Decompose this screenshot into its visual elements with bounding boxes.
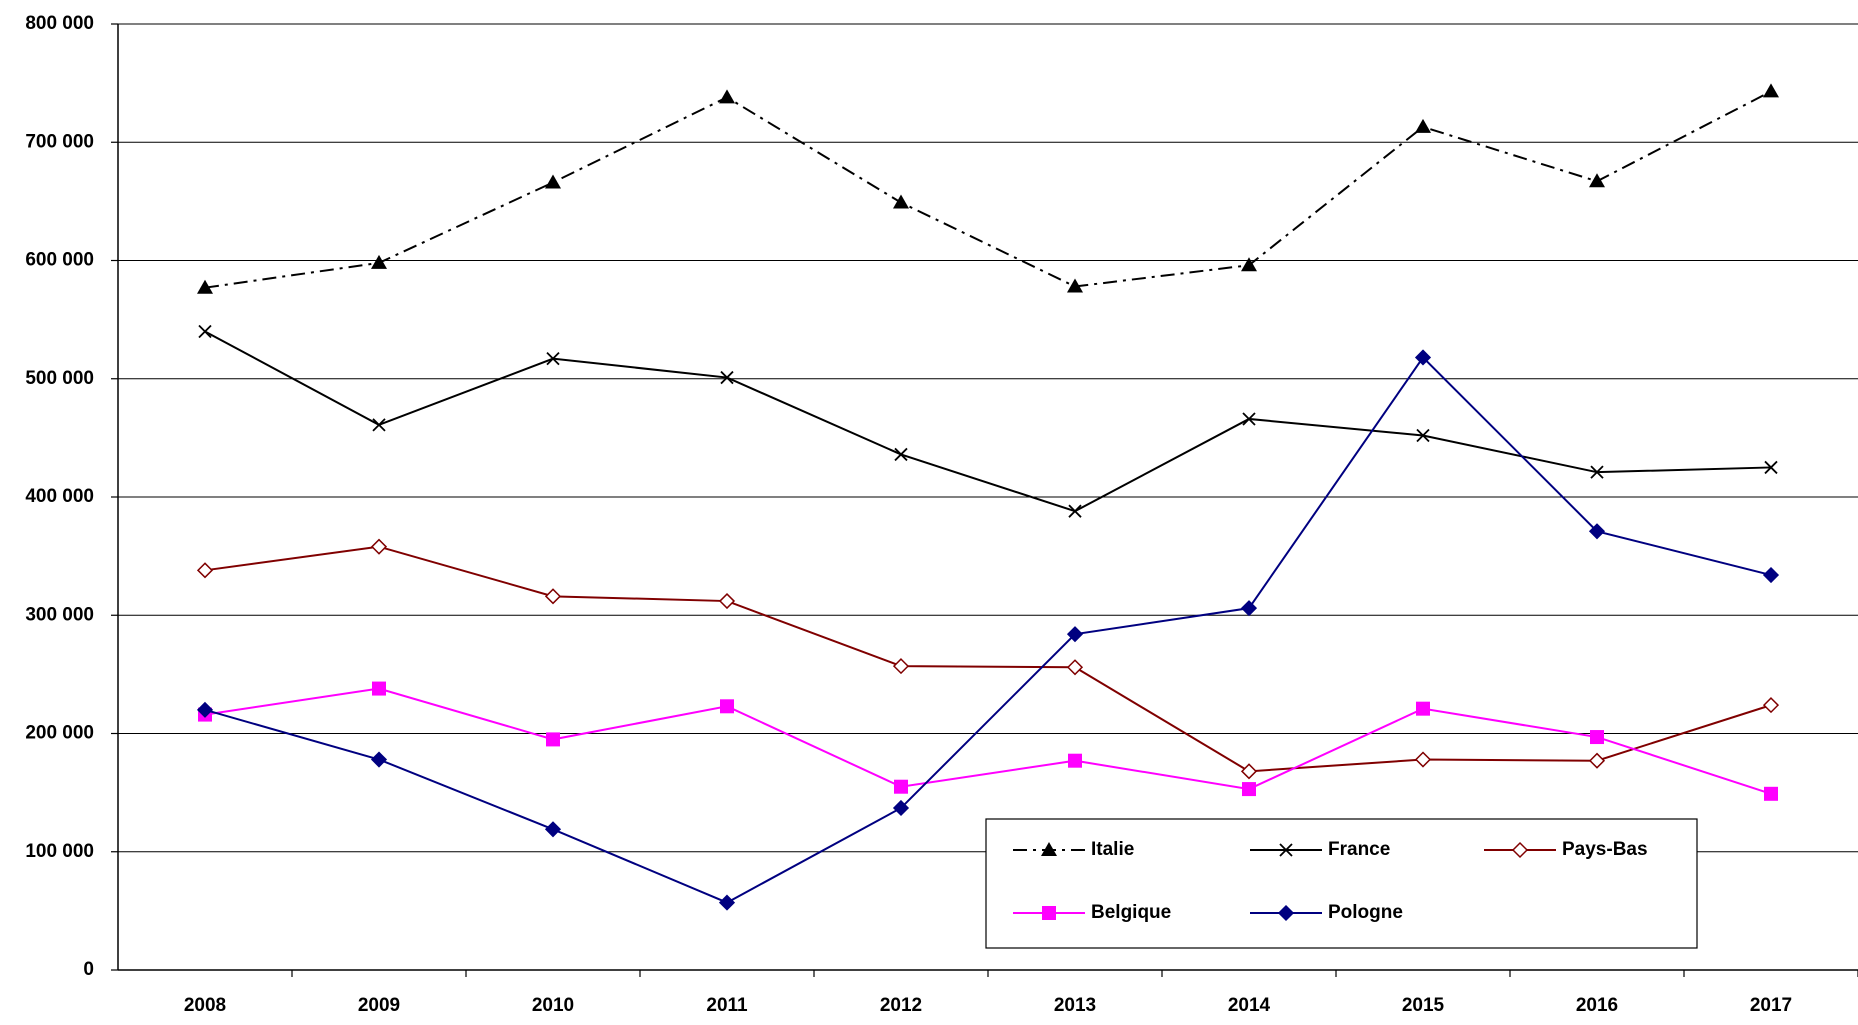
- y-tick-label: 100 000: [25, 841, 94, 862]
- series: [197, 83, 1779, 294]
- series: [196, 349, 1780, 911]
- series: [196, 538, 1780, 780]
- legend-box: [985, 818, 1698, 949]
- marker: [718, 592, 736, 610]
- marker: [546, 732, 560, 747]
- marker: [1068, 753, 1082, 768]
- marker: [1279, 843, 1293, 857]
- marker: [544, 821, 562, 838]
- x-tick-label: 2017: [1750, 995, 1792, 1016]
- x-tick-label: 2010: [532, 995, 574, 1016]
- legend-label: Belgique: [1091, 902, 1171, 923]
- marker: [196, 562, 214, 579]
- y-tick-label: 400 000: [25, 486, 94, 507]
- line: [204, 545, 1772, 773]
- marker: [1241, 257, 1257, 272]
- marker: [197, 279, 213, 294]
- marker: [1041, 842, 1057, 856]
- marker: [1414, 349, 1432, 366]
- marker: [1042, 906, 1056, 920]
- marker: [544, 588, 562, 605]
- series: [198, 324, 1778, 518]
- marker: [370, 751, 388, 768]
- marker: [894, 779, 908, 794]
- legend-label: France: [1328, 839, 1390, 860]
- marker: [1588, 752, 1606, 769]
- y-tick-label: 800 000: [25, 13, 94, 34]
- marker: [1277, 904, 1295, 922]
- legend-label: Pologne: [1328, 902, 1403, 923]
- marker: [1068, 504, 1082, 518]
- marker: [894, 447, 908, 462]
- legend-label: Italie: [1091, 839, 1134, 860]
- marker: [720, 370, 734, 385]
- y-tick-label: 700 000: [25, 131, 94, 152]
- marker: [1589, 173, 1605, 188]
- marker: [1764, 786, 1778, 801]
- marker: [372, 418, 386, 432]
- marker: [1066, 659, 1084, 676]
- marker: [371, 254, 387, 269]
- marker: [1511, 841, 1529, 859]
- marker: [1414, 751, 1432, 768]
- marker: [1416, 428, 1430, 443]
- marker: [1067, 278, 1083, 293]
- x-tick-label: 2011: [706, 995, 748, 1016]
- x-tick-label: 2015: [1402, 995, 1445, 1016]
- y-tick-label: 500 000: [25, 368, 94, 389]
- marker: [370, 538, 388, 555]
- marker: [1590, 465, 1604, 479]
- marker: [1416, 701, 1430, 716]
- x-tick-label: 2013: [1054, 995, 1096, 1016]
- marker: [1240, 763, 1258, 780]
- marker: [1764, 460, 1778, 475]
- line: [204, 355, 1772, 904]
- x-tick-label: 2008: [184, 995, 226, 1016]
- marker: [1240, 600, 1258, 617]
- marker: [546, 352, 560, 366]
- y-tick-label: 200 000: [25, 723, 94, 744]
- marker: [198, 324, 212, 339]
- marker: [196, 701, 214, 718]
- marker: [1415, 118, 1431, 133]
- marker: [372, 681, 386, 696]
- marker: [1762, 566, 1780, 584]
- marker: [893, 194, 909, 209]
- marker: [1588, 523, 1606, 540]
- x-tick-label: 2012: [880, 995, 922, 1016]
- marker: [892, 799, 910, 817]
- marker: [1066, 626, 1084, 643]
- x-tick-label: 2014: [1228, 995, 1271, 1016]
- y-tick-label: 0: [83, 959, 94, 980]
- legend-label: Pays-Bas: [1562, 839, 1648, 860]
- marker: [718, 894, 736, 911]
- marker: [1242, 782, 1256, 797]
- marker: [1762, 697, 1780, 714]
- line: [204, 330, 1772, 513]
- line: [204, 90, 1772, 289]
- marker: [545, 174, 561, 189]
- marker: [1242, 412, 1256, 426]
- x-tick-label: 2016: [1576, 995, 1618, 1016]
- marker: [1763, 83, 1779, 98]
- marker: [1590, 730, 1604, 745]
- x-tick-label: 2009: [358, 995, 400, 1016]
- marker: [720, 699, 734, 714]
- marker: [719, 89, 735, 104]
- y-tick-label: 300 000: [25, 604, 94, 625]
- y-tick-label: 600 000: [25, 250, 94, 271]
- legend: Italie France Pays-Bas Belgique Pologne: [985, 818, 1698, 949]
- line: [204, 687, 1772, 795]
- marker: [892, 658, 910, 675]
